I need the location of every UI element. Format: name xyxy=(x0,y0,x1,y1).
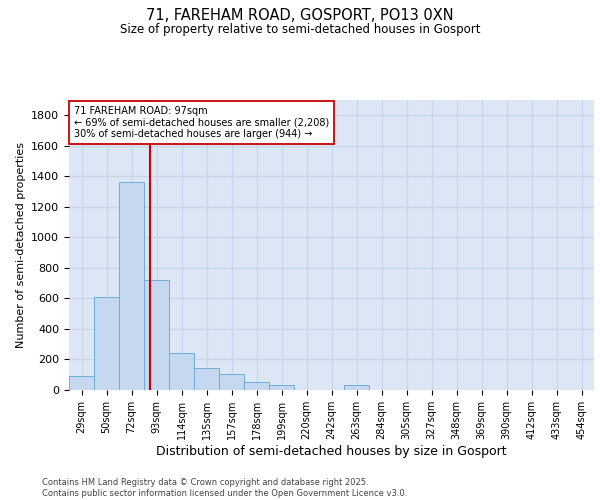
Bar xyxy=(144,280,169,390)
Bar xyxy=(344,386,369,390)
Text: 71 FAREHAM ROAD: 97sqm
← 69% of semi-detached houses are smaller (2,208)
30% of : 71 FAREHAM ROAD: 97sqm ← 69% of semi-det… xyxy=(74,106,329,139)
Text: 71, FAREHAM ROAD, GOSPORT, PO13 0XN: 71, FAREHAM ROAD, GOSPORT, PO13 0XN xyxy=(146,8,454,22)
Bar xyxy=(244,382,269,390)
X-axis label: Distribution of semi-detached houses by size in Gosport: Distribution of semi-detached houses by … xyxy=(156,444,507,458)
Bar xyxy=(69,376,94,390)
Bar xyxy=(219,374,244,390)
Bar xyxy=(169,352,194,390)
Bar xyxy=(119,182,144,390)
Text: Contains HM Land Registry data © Crown copyright and database right 2025.
Contai: Contains HM Land Registry data © Crown c… xyxy=(42,478,407,498)
Text: Size of property relative to semi-detached houses in Gosport: Size of property relative to semi-detach… xyxy=(120,22,480,36)
Y-axis label: Number of semi-detached properties: Number of semi-detached properties xyxy=(16,142,26,348)
Bar xyxy=(269,384,294,390)
Bar xyxy=(94,297,119,390)
Bar xyxy=(194,368,219,390)
